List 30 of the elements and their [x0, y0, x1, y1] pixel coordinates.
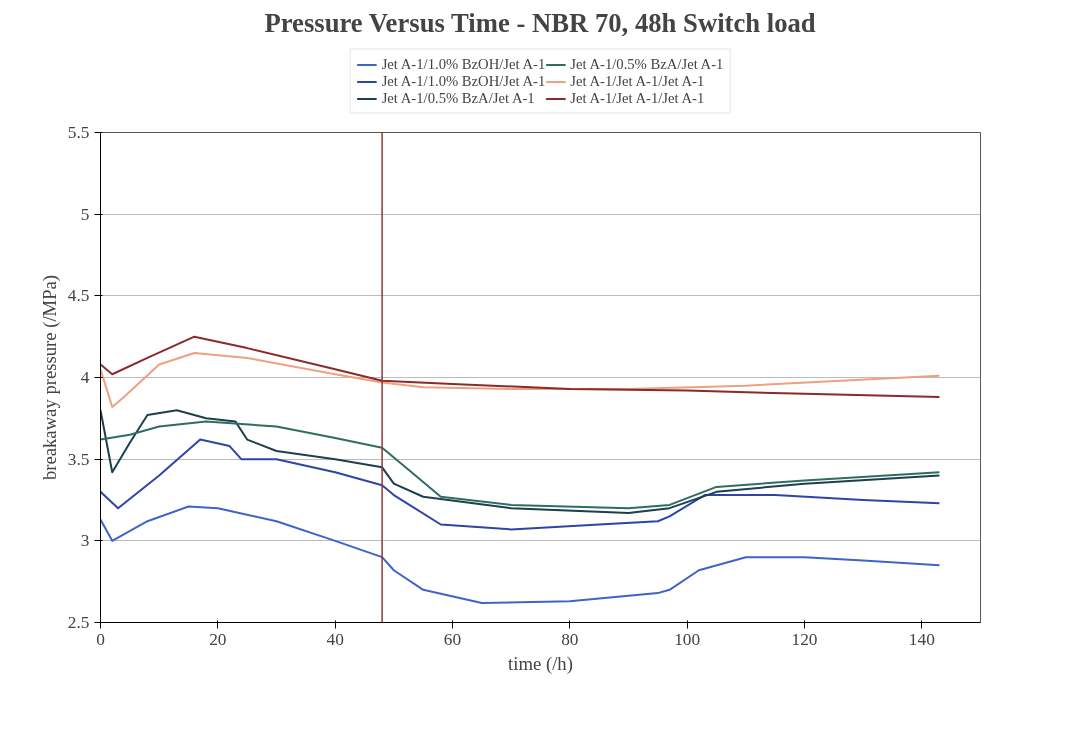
x-axis-title: time (/h)	[508, 652, 573, 675]
x-tick-label: 140	[908, 629, 935, 649]
y-tick-label: 3.5	[67, 449, 90, 469]
line-series	[100, 505, 941, 604]
y-tick-label: 3	[80, 531, 90, 551]
legend-label: Jet A-1/0.5% BzA/Jet A-1	[381, 89, 535, 107]
legend-label: Jet A-1/1.0% BzOH/Jet A-1	[381, 72, 546, 90]
x-tick-label: 20	[209, 629, 227, 649]
y-tick-label: 4	[80, 368, 90, 387]
line-series	[100, 438, 941, 531]
line-series	[100, 352, 941, 408]
line-series	[100, 409, 941, 515]
chart-title: Pressure Versus Time - NBR 70, 48h Switch load	[264, 7, 816, 38]
x-tick-label: 40	[326, 629, 344, 649]
y-axis-title: breakaway pressure (/MPa)	[38, 274, 61, 481]
y-tick-label: 5	[80, 204, 90, 224]
legend-label: Jet A-1/1.0% BzOH/Jet A-1	[381, 55, 546, 73]
legend-label: Jet A-1/Jet A-1/Jet A-1	[570, 89, 705, 107]
x-tick-label: 100	[674, 629, 701, 649]
x-tick-label: 120	[791, 629, 818, 649]
y-tick-label: 5.5	[67, 123, 90, 142]
x-tick-label: 80	[561, 629, 579, 649]
x-tick-label: 60	[443, 629, 462, 649]
y-tick-label: 2.5	[67, 613, 90, 632]
legend-label: Jet A-1/0.5% BzA/Jet A-1	[570, 55, 724, 73]
y-tick-label: 4.5	[67, 286, 90, 306]
line-series	[100, 335, 941, 399]
legend-label: Jet A-1/Jet A-1/Jet A-1	[570, 72, 705, 90]
line-series	[100, 420, 941, 510]
x-tick-label: 0	[96, 629, 105, 649]
